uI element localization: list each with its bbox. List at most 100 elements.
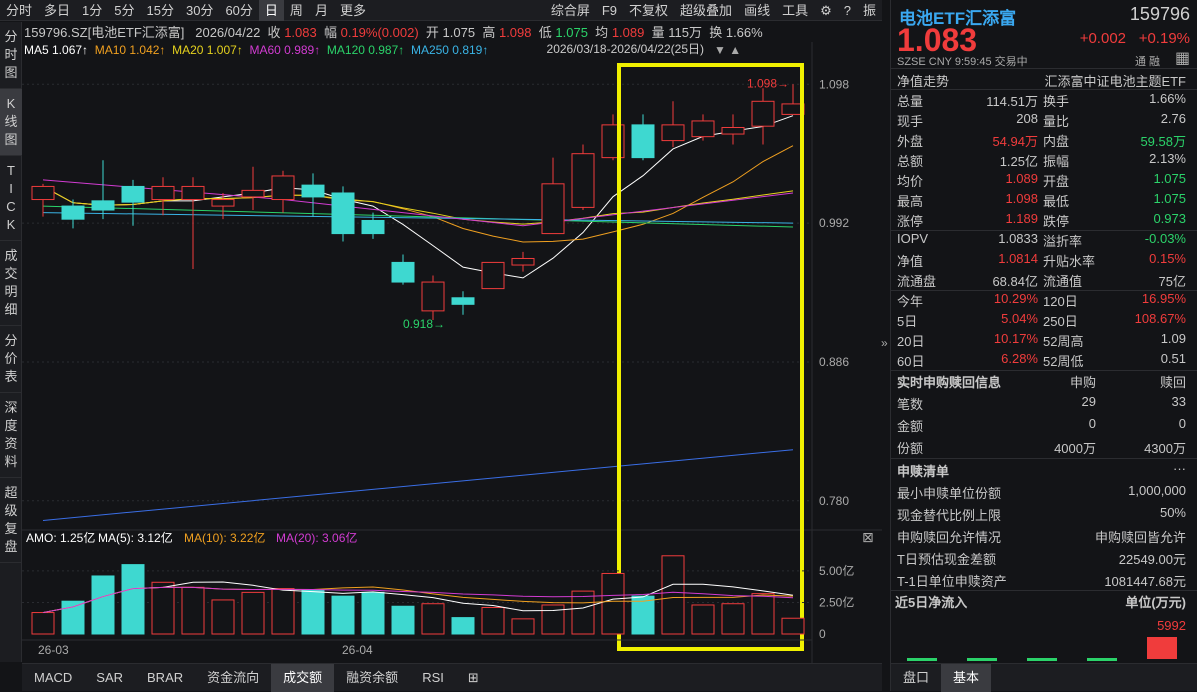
candle[interactable] [511,251,535,272]
toolbar-right-2[interactable]: 不复权 [629,3,669,18]
amo-bar [91,575,115,635]
amo-bar [721,603,745,635]
candle[interactable] [91,160,115,220]
period-tab-6[interactable]: 60分 [225,2,253,18]
period-tab-4[interactable]: 15分 [146,2,174,18]
stat-label: 跌停 [1043,214,1070,229]
settings-icon[interactable]: ⚙ [820,3,832,18]
add-indicator-button[interactable]: ⊞ [467,669,479,685]
iopv-label: 流通值 [1043,274,1083,289]
candle[interactable] [391,254,415,285]
iopv-label: 升贴水率 [1043,254,1096,269]
sg-value: 0 [1088,416,1096,431]
avg-value: 1.089 [611,25,645,40]
left-tab-6[interactable]: 超级复盘 [0,478,22,563]
indicator-tab-5[interactable]: 融资余额 [346,669,399,685]
period-tab-5[interactable]: 30分 [185,2,214,18]
amo-bar [331,595,355,635]
toolbar-right-3[interactable]: 超级叠加 [680,3,733,18]
candle-body [211,199,235,207]
period-tab-3[interactable]: 5分 [114,2,135,18]
stat-label: 开盘 [1043,174,1070,189]
quote-panel: 电池ETF汇添富 159796 1.083 +0.002 +0.19% SZSE CNY … [890,0,1197,692]
indicator-tab-2[interactable]: BRAR [147,669,184,685]
candle-body [31,185,55,201]
stat-value: 2.13% [1149,151,1186,166]
candle[interactable] [121,179,145,226]
candle-body [541,183,565,235]
candle[interactable] [421,275,445,321]
low-label: 低 [538,25,552,40]
candle[interactable] [151,177,175,216]
left-tab-4[interactable]: 分价表 [0,326,22,393]
candle[interactable] [571,144,595,211]
flow-bar [907,658,937,661]
period-tab-1[interactable]: 多日 [44,2,71,18]
ma250-line [42,449,794,521]
fund-tags: 通 融 [1134,56,1160,68]
stat-value: 1.098 [1005,191,1038,206]
left-tab-3[interactable]: 成交明细 [0,241,22,326]
indicator-tab-0[interactable]: MACD [34,669,73,685]
close-pane-icon[interactable]: ⊠ [862,529,874,545]
candle[interactable] [721,114,745,145]
iopv-value: 1.0814 [998,251,1038,266]
period-tab-9[interactable]: 月 [314,2,328,18]
candle[interactable] [241,166,265,211]
candle[interactable] [691,114,715,141]
candle[interactable] [61,199,85,229]
candle[interactable] [331,186,355,242]
panel-tab-1[interactable]: 基本 [941,664,992,692]
sg-value: 4000万 [1054,441,1096,456]
toolbar-right-0[interactable]: 综合屏 [550,3,590,18]
collapse-arrow[interactable]: » [881,336,888,350]
candle[interactable] [541,157,565,235]
period-tab-7[interactable]: 日 [258,0,284,21]
candle[interactable] [451,291,475,315]
iopv-label: 净值 [897,254,924,269]
candle[interactable] [211,192,235,220]
period-tab-0[interactable]: 分时 [6,2,33,18]
candle-body [331,192,355,235]
candle[interactable] [751,88,775,145]
period-tab-10[interactable]: 更多 [339,2,366,18]
stat-value: 1.66% [1149,91,1186,106]
flow-value: 5992 [1157,618,1186,633]
chart-icon[interactable]: ▦ [1175,50,1191,67]
indicator-tab-4[interactable]: 成交额 [271,663,335,692]
candle[interactable] [31,183,55,217]
indicator-tab-3[interactable]: 资金流向 [207,669,260,685]
help-icon[interactable]: ? [843,3,851,18]
toolbar-right-1[interactable]: F9 [601,3,618,18]
candle[interactable] [271,170,295,213]
range-arrows[interactable]: ▼ ▲ [714,43,741,57]
indicator-tab-1[interactable]: SAR [96,669,124,685]
candle[interactable] [361,212,385,239]
left-tab-0[interactable]: 分时图 [0,22,22,89]
sg-value: 4300万 [1144,441,1186,456]
candle[interactable] [481,261,505,290]
amo-bar [481,607,505,635]
ma250-legend: MA250 0.819↑ [410,43,489,57]
left-tab-label: 超级复盘 [4,485,18,554]
perf-value: 108.67% [1134,311,1186,326]
period-tab-8[interactable]: 周 [289,2,303,18]
stat-value: 1.075 [1153,191,1186,206]
period-tab-2[interactable]: 1分 [82,2,103,18]
indicator-tab-6[interactable]: RSI [422,669,444,685]
toolbar-right-5[interactable]: 工具 [782,3,809,18]
panel-tab-0[interactable]: 盘口 [903,670,930,685]
candle[interactable] [181,177,205,269]
candle[interactable] [631,114,655,161]
left-tab-5[interactable]: 深度资料 [0,393,22,478]
candle[interactable] [661,101,685,148]
amo-tick-label: 2.50亿 [819,594,854,609]
stat-value: 2.76 [1160,111,1186,126]
kline-chart[interactable]: 1.098 0.992 0.886 0.780 1.098→ 0.918→ AMO: 1.2… [22,22,882,663]
candle-body [241,189,265,198]
candle[interactable] [301,173,325,217]
amo-bar [511,618,535,635]
toolbar-right-4[interactable]: 画线 [744,3,771,18]
